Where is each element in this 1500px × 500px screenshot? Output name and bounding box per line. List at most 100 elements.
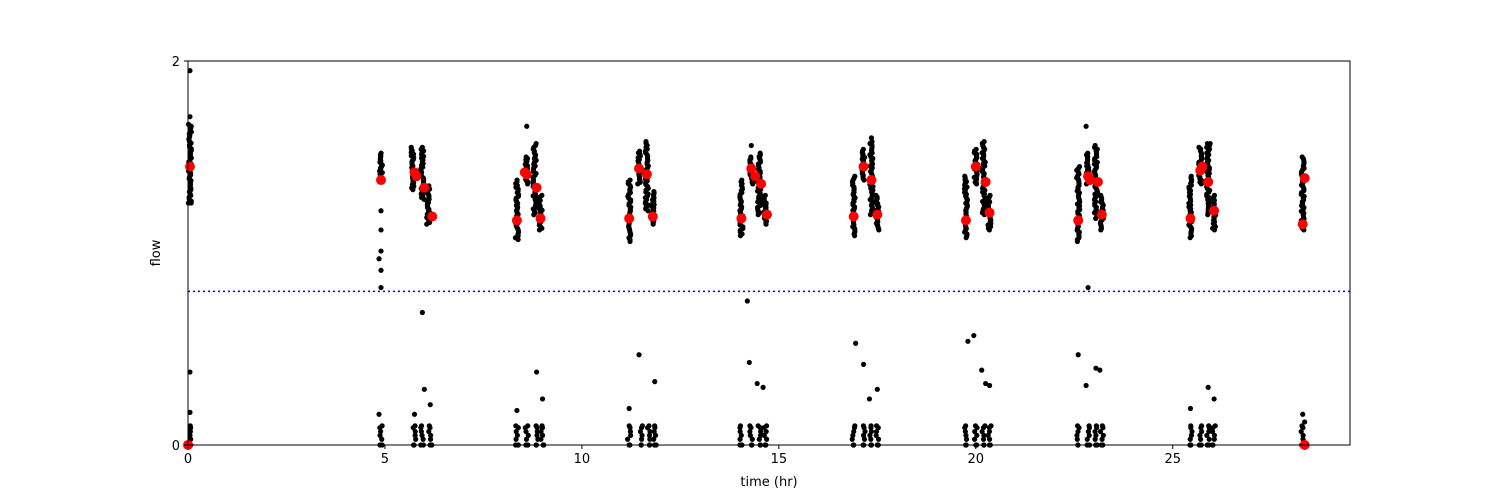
raw-data-point bbox=[412, 423, 418, 429]
raw-data-point bbox=[866, 396, 873, 402]
raw-data-point bbox=[639, 423, 645, 429]
raw-data-point bbox=[525, 432, 531, 438]
raw-data-point bbox=[1083, 382, 1089, 389]
raw-data-point bbox=[1074, 436, 1080, 442]
raw-data-point bbox=[981, 139, 987, 145]
raw-data-point bbox=[379, 423, 385, 429]
raw-data-point bbox=[1076, 164, 1083, 170]
raw-data-point bbox=[873, 192, 879, 198]
raw-data-point bbox=[860, 361, 867, 367]
raw-data-point bbox=[1299, 423, 1305, 429]
raw-data-point bbox=[860, 423, 866, 429]
raw-data-point bbox=[760, 384, 766, 390]
raw-data-point bbox=[187, 432, 193, 438]
y-axis-label: flow bbox=[149, 239, 164, 266]
summary-data-point bbox=[866, 175, 877, 186]
raw-data-point bbox=[1211, 396, 1217, 402]
raw-data-point bbox=[413, 436, 419, 442]
summary-data-point bbox=[1299, 173, 1310, 184]
raw-data-point bbox=[1206, 428, 1212, 435]
raw-data-point bbox=[643, 139, 649, 145]
raw-data-point bbox=[187, 369, 193, 375]
raw-data-point bbox=[963, 432, 969, 438]
summary-data-point bbox=[641, 169, 652, 180]
raw-data-point bbox=[1086, 423, 1092, 429]
raw-data-point bbox=[652, 379, 658, 385]
raw-data-point bbox=[378, 227, 384, 233]
raw-data-point bbox=[758, 428, 764, 435]
raw-data-point bbox=[647, 436, 653, 442]
summary-data-point bbox=[531, 182, 542, 193]
raw-data-point bbox=[962, 428, 968, 435]
raw-data-point bbox=[868, 423, 874, 429]
raw-data-point bbox=[1083, 123, 1089, 129]
raw-data-point bbox=[1207, 140, 1213, 147]
raw-data-point bbox=[647, 428, 653, 435]
raw-data-point bbox=[419, 144, 425, 150]
raw-data-point bbox=[513, 423, 519, 429]
raw-data-point bbox=[539, 192, 545, 198]
raw-data-point bbox=[1074, 423, 1081, 429]
raw-data-point bbox=[185, 121, 192, 127]
raw-data-point bbox=[1097, 367, 1103, 373]
summary-data-point bbox=[376, 175, 387, 186]
raw-data-point bbox=[852, 423, 858, 429]
raw-data-point bbox=[1196, 144, 1202, 150]
raw-data-point bbox=[983, 380, 989, 387]
raw-data-point bbox=[987, 192, 993, 198]
raw-data-point bbox=[646, 432, 653, 438]
raw-data-point bbox=[525, 423, 531, 429]
raw-data-point bbox=[418, 423, 425, 429]
raw-data-point bbox=[974, 432, 980, 438]
raw-data-point bbox=[747, 432, 753, 438]
raw-data-point bbox=[971, 436, 978, 442]
raw-data-point bbox=[971, 332, 977, 339]
summary-data-point bbox=[1203, 176, 1214, 187]
raw-data-point bbox=[187, 423, 193, 429]
raw-data-point bbox=[1085, 150, 1091, 156]
raw-data-point bbox=[853, 340, 859, 346]
raw-data-point bbox=[1188, 173, 1194, 179]
summary-data-point bbox=[1096, 209, 1107, 220]
raw-data-point bbox=[187, 68, 193, 74]
raw-data-point bbox=[1093, 423, 1099, 429]
raw-data-point bbox=[963, 423, 969, 429]
raw-data-point bbox=[762, 192, 768, 198]
raw-data-point bbox=[188, 200, 194, 206]
raw-data-point bbox=[628, 432, 634, 438]
summary-data-point bbox=[960, 215, 971, 226]
raw-data-point bbox=[539, 396, 546, 402]
raw-data-point bbox=[873, 423, 880, 429]
raw-data-point bbox=[980, 436, 987, 442]
raw-data-point bbox=[1198, 423, 1205, 429]
raw-data-point bbox=[1084, 436, 1090, 442]
raw-data-point bbox=[378, 150, 384, 156]
raw-data-point bbox=[849, 436, 855, 442]
raw-data-point bbox=[377, 432, 383, 438]
raw-data-point bbox=[187, 427, 193, 433]
raw-data-point bbox=[986, 382, 993, 389]
raw-data-point bbox=[523, 154, 529, 160]
raw-data-point bbox=[1300, 432, 1306, 438]
raw-data-point bbox=[534, 369, 540, 375]
raw-data-point bbox=[426, 423, 432, 429]
raw-data-point bbox=[1100, 432, 1106, 438]
summary-data-point bbox=[980, 176, 991, 187]
raw-data-point bbox=[651, 188, 657, 195]
raw-data-point bbox=[1188, 423, 1194, 429]
raw-data-point bbox=[875, 436, 882, 442]
raw-data-point bbox=[1302, 419, 1308, 425]
raw-data-point bbox=[1092, 142, 1098, 149]
raw-data-point bbox=[514, 407, 520, 414]
raw-data-point bbox=[418, 428, 424, 435]
raw-data-point bbox=[1198, 428, 1205, 435]
raw-data-point bbox=[378, 428, 384, 435]
raw-data-point bbox=[378, 284, 384, 291]
raw-data-point bbox=[737, 428, 743, 435]
raw-data-point bbox=[860, 146, 866, 152]
summary-data-point bbox=[1085, 175, 1096, 186]
raw-data-point bbox=[963, 436, 970, 442]
x-tick-label: 25 bbox=[1164, 452, 1181, 467]
raw-data-point bbox=[408, 144, 414, 150]
